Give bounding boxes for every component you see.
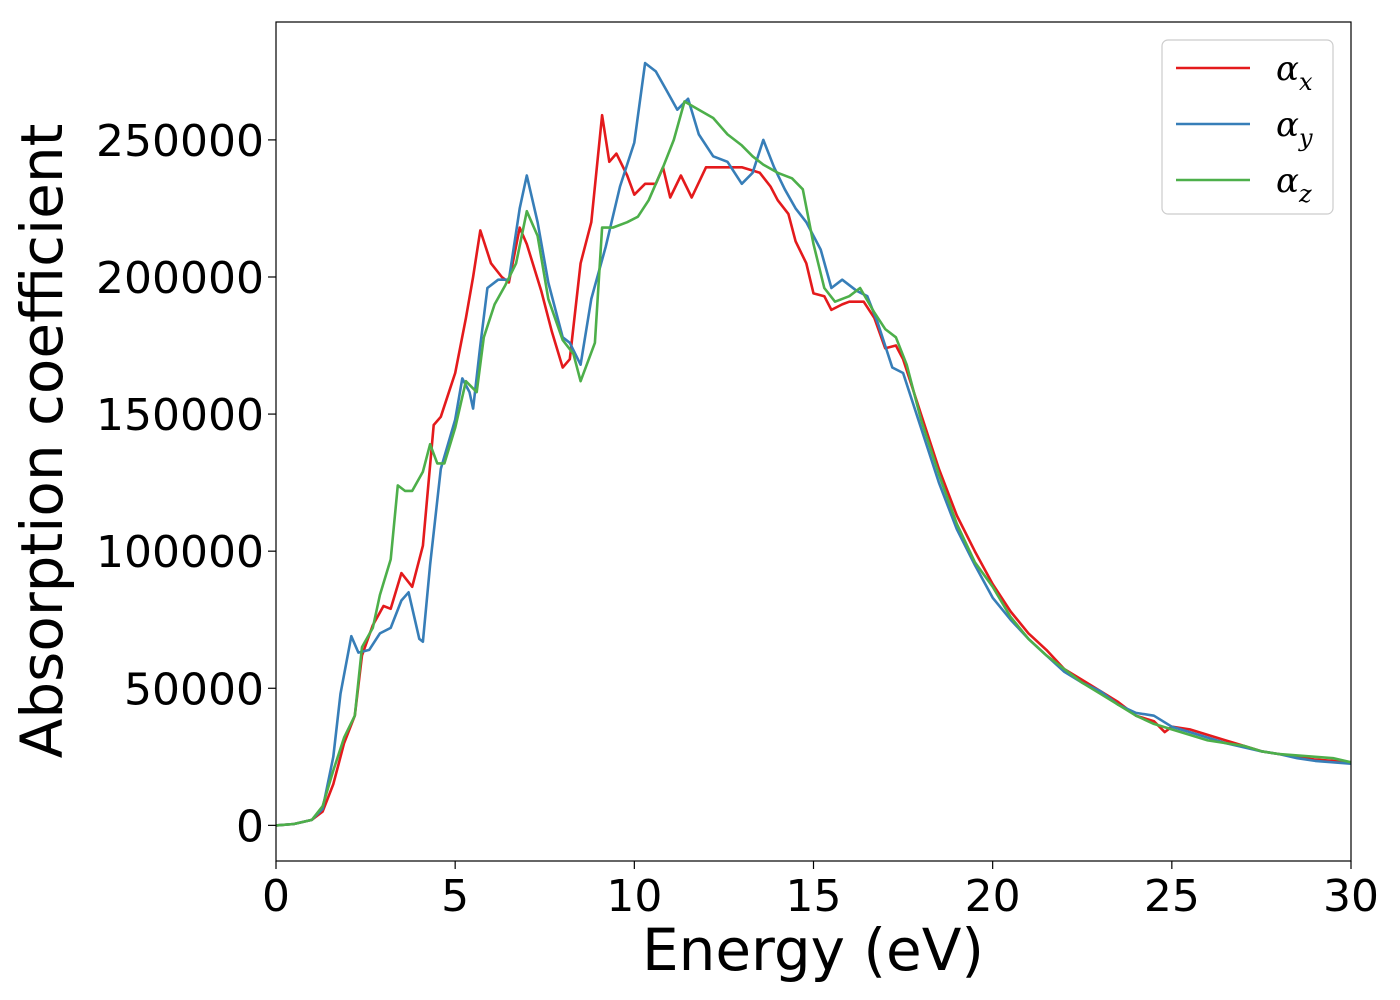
- y-axis-ticks: 0 50000 100000 150000 200000 250000: [96, 116, 276, 852]
- y-tick-label: 150000: [96, 390, 264, 441]
- legend-label-subscript: z: [1298, 180, 1312, 208]
- legend-label-subscript: y: [1298, 124, 1313, 152]
- x-tick-label: 15: [786, 871, 842, 922]
- series-line-alpha-y: [275, 61, 1352, 827]
- legend-label-symbol: α: [1276, 105, 1299, 145]
- x-axis-title: Energy (eV): [642, 916, 984, 984]
- x-tick-label: 20: [965, 871, 1021, 922]
- series-layer: [275, 61, 1352, 827]
- y-tick-label: 200000: [96, 253, 264, 304]
- y-tick-label: 250000: [96, 116, 264, 167]
- x-tick-label: 30: [1323, 871, 1379, 922]
- x-tick-label: 5: [441, 871, 469, 922]
- series-line-alpha-z: [275, 100, 1352, 827]
- legend-label-z: αz: [1276, 161, 1312, 208]
- y-tick-label: 0: [236, 801, 264, 852]
- legend-label-symbol: α: [1276, 49, 1299, 89]
- legend-box: [1161, 39, 1334, 215]
- y-tick-label: 100000: [96, 527, 264, 578]
- y-tick-label: 50000: [124, 664, 264, 715]
- x-axis-ticks: 0 5 10 15 20 25 30: [262, 861, 1379, 922]
- legend-label-x: αx: [1276, 49, 1313, 96]
- x-tick-label: 25: [1144, 871, 1200, 922]
- legend-label-y: αy: [1276, 105, 1313, 152]
- y-axis-title: Absorption coefficient: [8, 124, 76, 759]
- x-tick-label: 0: [262, 871, 290, 922]
- legend-label-subscript: x: [1299, 68, 1313, 96]
- legend-label-symbol: α: [1276, 161, 1299, 201]
- x-tick-label: 10: [606, 871, 662, 922]
- series-line-alpha-x: [275, 113, 1352, 827]
